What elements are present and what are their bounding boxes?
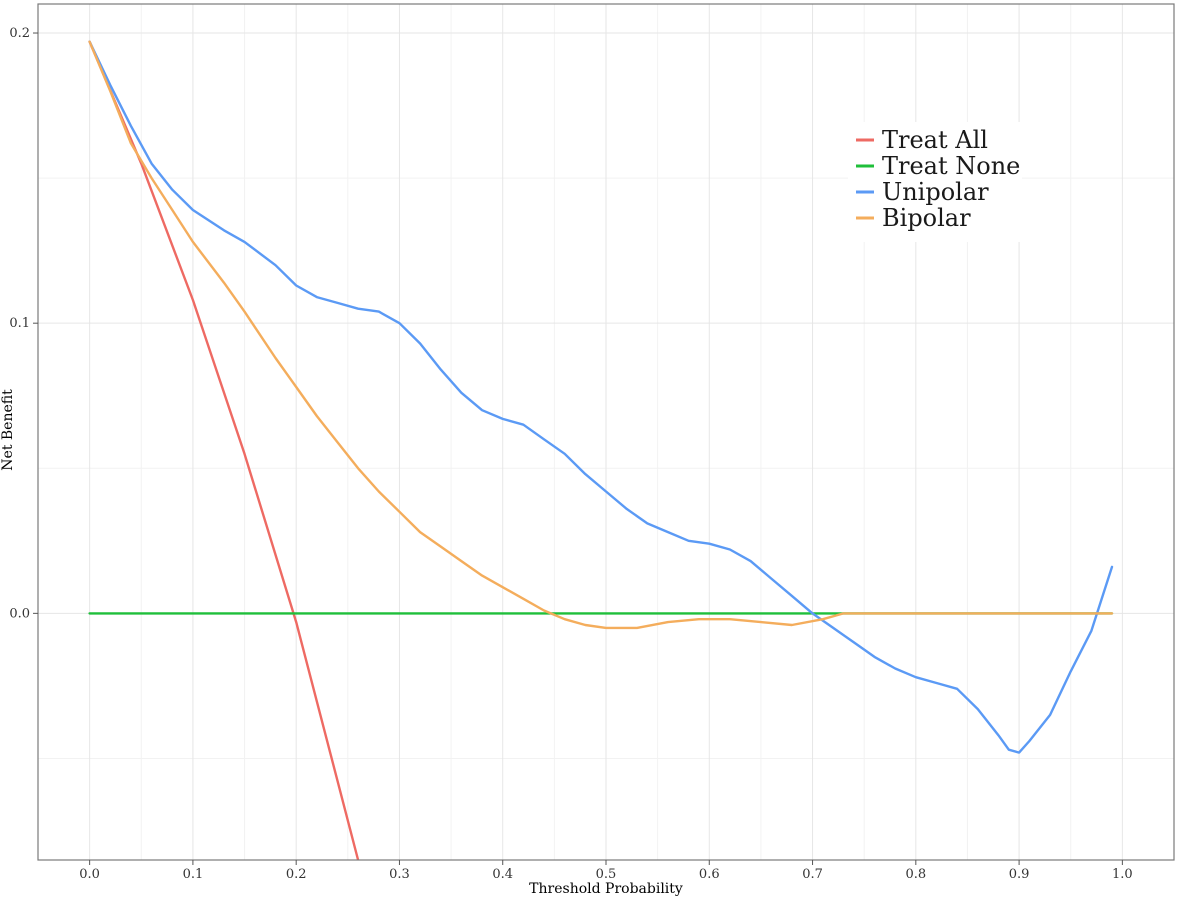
x-tick-label-1: 0.1 bbox=[183, 867, 204, 882]
x-tick-label-9: 0.9 bbox=[1009, 867, 1030, 882]
y-tick-label-2: 0.2 bbox=[9, 26, 30, 41]
x-tick-label-5: 0.5 bbox=[596, 867, 617, 882]
y-tick-label-1: 0.1 bbox=[9, 316, 30, 331]
x-tick-label-6: 0.6 bbox=[699, 867, 720, 882]
x-axis-title: Threshold Probability bbox=[529, 881, 683, 897]
x-tick-label-3: 0.3 bbox=[389, 867, 410, 882]
legend-label-bipolar: Bipolar bbox=[882, 204, 971, 232]
legend-label-treat-all: Treat All bbox=[882, 126, 988, 154]
series-lines bbox=[88, 40, 1114, 860]
x-tick-label-2: 0.2 bbox=[286, 867, 307, 882]
x-tick-label-7: 0.7 bbox=[802, 867, 823, 882]
x-tick-label-8: 0.8 bbox=[905, 867, 926, 882]
series-line-unipolar bbox=[88, 40, 1114, 754]
y-axis-title: Net Benefit bbox=[0, 389, 16, 471]
axes: 0.0 0.1 0.2 0.3 0.4 0.5 0.6 0.7 0.8 0.9 1.0 0.0 0.1 0… bbox=[9, 26, 1132, 882]
series-line-treat-all bbox=[88, 40, 360, 860]
x-tick-label-4: 0.4 bbox=[492, 867, 513, 882]
series-line-bipolar bbox=[88, 40, 1114, 630]
legend-label-unipolar: Unipolar bbox=[882, 178, 989, 206]
x-tick-label-10: 1.0 bbox=[1112, 867, 1133, 882]
y-tick-label-0: 0.0 bbox=[9, 606, 30, 621]
x-tick-label-0: 0.0 bbox=[79, 867, 100, 882]
legend-background bbox=[848, 122, 1022, 242]
legend-label-treat-none: Treat None bbox=[882, 152, 1020, 180]
